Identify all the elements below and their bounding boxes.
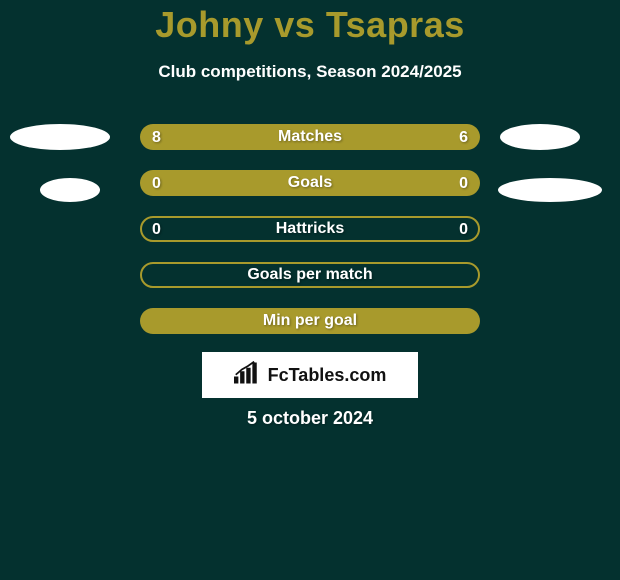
stat-row-hattricks: Hattricks 0 0 xyxy=(0,216,620,244)
stat-label: Goals xyxy=(288,174,332,192)
stat-bar: Goals per match xyxy=(140,262,480,288)
brand-box: FcTables.com xyxy=(202,352,418,398)
comparison-infographic: Johny vs Tsapras Club competitions, Seas… xyxy=(0,0,620,580)
date-label: 5 october 2024 xyxy=(0,408,620,429)
stat-value-left: 0 xyxy=(152,221,161,239)
stat-rows: Matches 8 6 Goals 0 0 Hattricks 0 0 Goal… xyxy=(0,124,620,354)
stat-row-goals: Goals 0 0 xyxy=(0,170,620,198)
stat-label: Matches xyxy=(278,128,342,146)
stat-value-right: 0 xyxy=(459,221,468,239)
stat-bar: Min per goal xyxy=(140,308,480,334)
subtitle: Club competitions, Season 2024/2025 xyxy=(0,62,620,82)
page-title: Johny vs Tsapras xyxy=(0,4,620,46)
stat-bar: Hattricks xyxy=(140,216,480,242)
stat-bar: Goals xyxy=(140,170,480,196)
stat-row-min-per-goal: Min per goal xyxy=(0,308,620,336)
stat-bar: Matches xyxy=(140,124,480,150)
stat-row-goals-per-match: Goals per match xyxy=(0,262,620,290)
stat-value-right: 0 xyxy=(459,175,468,193)
bar-chart-icon xyxy=(234,361,262,390)
stat-value-left: 0 xyxy=(152,175,161,193)
stat-row-matches: Matches 8 6 xyxy=(0,124,620,152)
stat-value-right: 6 xyxy=(459,129,468,147)
brand-text: FcTables.com xyxy=(268,365,387,386)
stat-label: Hattricks xyxy=(276,220,344,238)
stat-label: Goals per match xyxy=(247,266,372,284)
stat-value-left: 8 xyxy=(152,129,161,147)
stat-label: Min per goal xyxy=(263,312,357,330)
